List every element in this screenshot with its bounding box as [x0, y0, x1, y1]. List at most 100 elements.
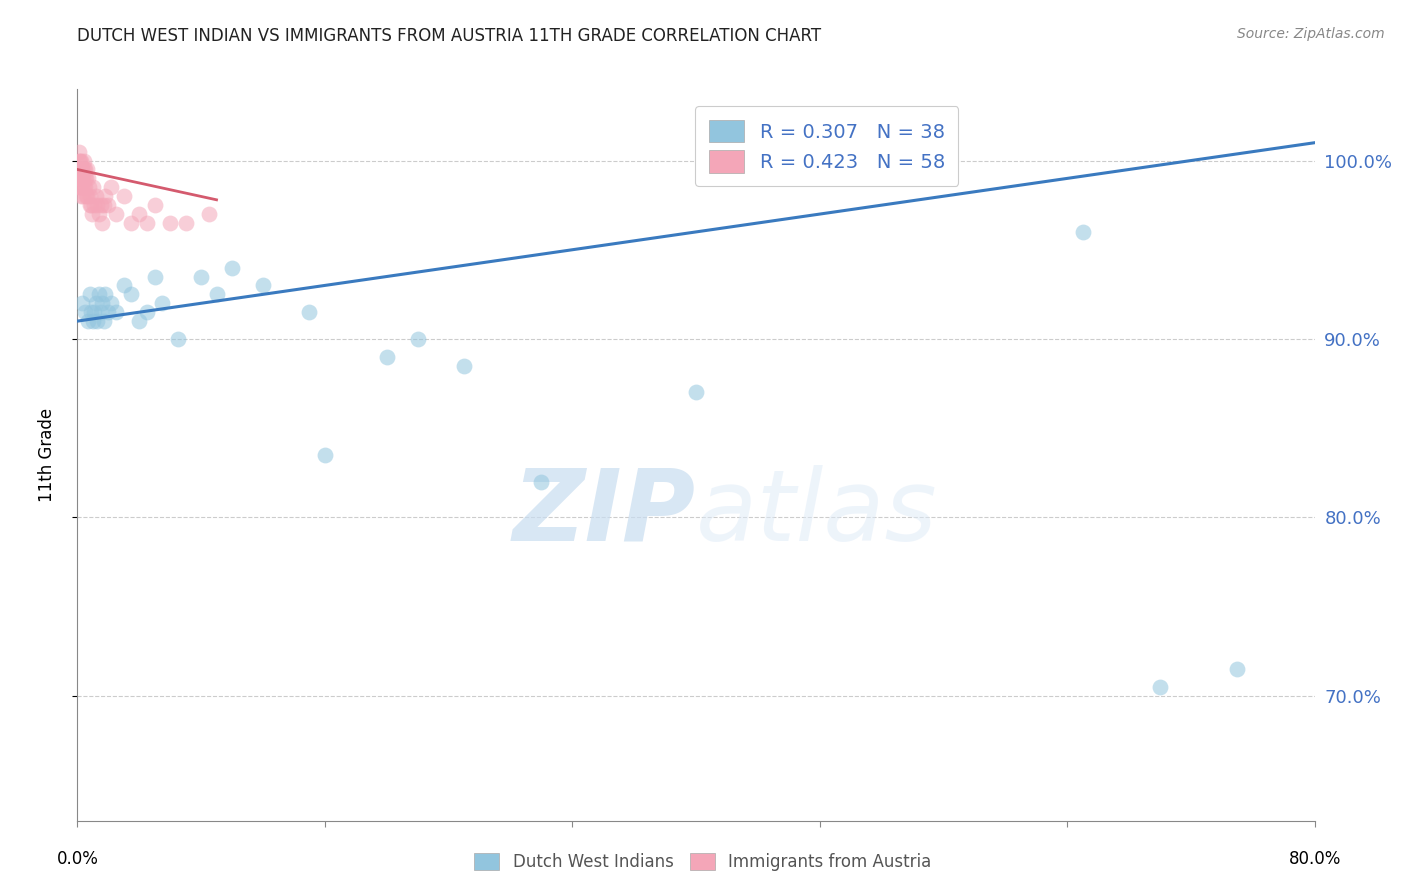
Point: [94, 287, 117, 301]
Point: [70, 180, 93, 194]
Text: 0.0%: 0.0%: [56, 850, 98, 868]
Point: [79, 287, 101, 301]
Point: [298, 305, 321, 319]
Text: DUTCH WEST INDIAN VS IMMIGRANTS FROM AUSTRIA 11TH GRADE CORRELATION CHART: DUTCH WEST INDIAN VS IMMIGRANTS FROM AUS…: [77, 27, 821, 45]
Legend: R = 0.307   N = 38, R = 0.423   N = 58: R = 0.307 N = 38, R = 0.423 N = 58: [696, 106, 959, 186]
Point: [67, 162, 90, 177]
Point: [72, 171, 94, 186]
Point: [69, 162, 91, 177]
Point: [530, 475, 553, 489]
Point: [136, 216, 159, 230]
Point: [82, 314, 104, 328]
Point: [86, 314, 108, 328]
Point: [67, 145, 90, 159]
Point: [90, 198, 112, 212]
Point: [69, 153, 91, 168]
Point: [375, 350, 398, 364]
Point: [190, 269, 212, 284]
Point: [83, 305, 105, 319]
Point: [406, 332, 429, 346]
Point: [80, 207, 103, 221]
Point: [100, 180, 122, 194]
Text: Source: ZipAtlas.com: Source: ZipAtlas.com: [1237, 27, 1385, 41]
Point: [73, 153, 96, 168]
Point: [93, 314, 115, 328]
Point: [86, 198, 108, 212]
Point: [97, 198, 120, 212]
Point: [121, 287, 143, 301]
Point: [1071, 225, 1094, 239]
Point: [83, 198, 105, 212]
Point: [97, 305, 120, 319]
Point: [87, 207, 110, 221]
Point: [152, 296, 174, 310]
Point: [685, 385, 707, 400]
Point: [75, 180, 97, 194]
Point: [70, 153, 93, 168]
Point: [70, 296, 93, 310]
Point: [72, 162, 94, 177]
Point: [79, 189, 101, 203]
Point: [75, 305, 96, 319]
Point: [82, 180, 104, 194]
Text: atlas: atlas: [696, 465, 938, 562]
Point: [76, 162, 98, 177]
Point: [314, 448, 336, 462]
Point: [84, 189, 107, 203]
Point: [67, 180, 90, 194]
Point: [94, 189, 117, 203]
Point: [73, 180, 96, 194]
Point: [72, 189, 94, 203]
Point: [136, 305, 159, 319]
Point: [1226, 662, 1249, 676]
Point: [90, 305, 112, 319]
Point: [76, 189, 98, 203]
Point: [70, 171, 93, 186]
Point: [105, 207, 127, 221]
Point: [69, 171, 91, 186]
Point: [69, 171, 91, 186]
Point: [87, 287, 110, 301]
Point: [91, 216, 114, 230]
Point: [100, 296, 122, 310]
Point: [205, 287, 228, 301]
Point: [91, 296, 114, 310]
Point: [73, 162, 96, 177]
Point: [67, 171, 90, 186]
Point: [105, 305, 127, 319]
Point: [174, 216, 197, 230]
Point: [143, 198, 166, 212]
Point: [112, 189, 135, 203]
Point: [198, 207, 221, 221]
Point: [453, 359, 475, 373]
Point: [121, 216, 143, 230]
Point: [75, 171, 96, 186]
Point: [80, 305, 103, 319]
Point: [70, 162, 93, 177]
Text: 80.0%: 80.0%: [1288, 850, 1341, 868]
Point: [93, 198, 115, 212]
Point: [75, 171, 97, 186]
Point: [112, 278, 135, 293]
Point: [77, 314, 100, 328]
Text: ZIP: ZIP: [513, 465, 696, 562]
Point: [128, 207, 150, 221]
Y-axis label: 11th Grade: 11th Grade: [38, 408, 56, 502]
Point: [1149, 680, 1171, 694]
Point: [77, 171, 100, 186]
Point: [167, 332, 190, 346]
Point: [67, 162, 90, 177]
Point: [252, 278, 274, 293]
Point: [69, 162, 91, 177]
Point: [77, 180, 100, 194]
Point: [84, 296, 107, 310]
Point: [79, 198, 101, 212]
Point: [143, 269, 166, 284]
Point: [72, 162, 94, 177]
Point: [221, 260, 243, 275]
Point: [80, 198, 103, 212]
Point: [69, 180, 91, 194]
Legend: Dutch West Indians, Immigrants from Austria: Dutch West Indians, Immigrants from Aust…: [465, 845, 941, 880]
Point: [75, 189, 97, 203]
Point: [128, 314, 150, 328]
